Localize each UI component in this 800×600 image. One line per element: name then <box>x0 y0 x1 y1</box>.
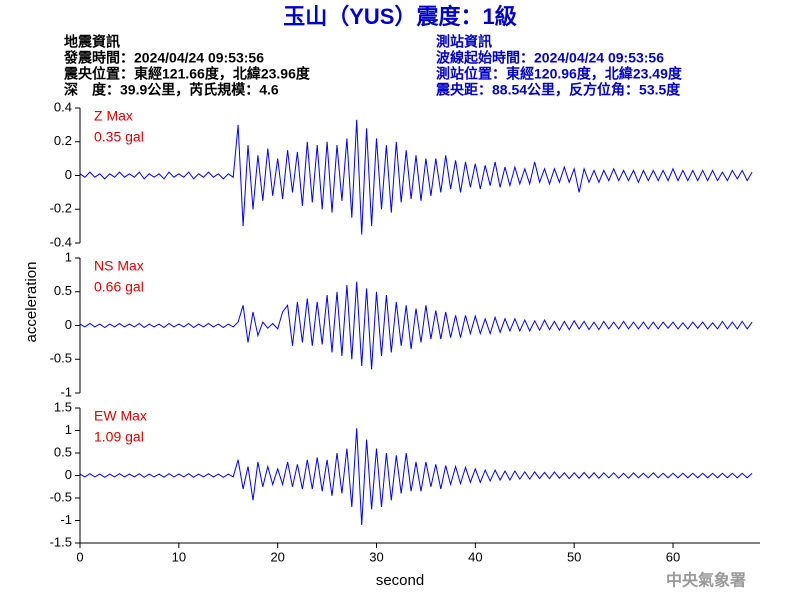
info-line: 測站資訊 <box>436 34 492 50</box>
y-tick-label: 0.5 <box>54 283 72 298</box>
info-line: 震央位置：東經121.66度，北緯23.96度 <box>63 66 311 82</box>
waveform <box>79 428 753 526</box>
y-tick-label: 1 <box>65 249 72 264</box>
panel-max: 0.35 gal <box>94 129 144 145</box>
x-tick-label: 20 <box>270 549 284 564</box>
event-info: 地震資訊 發震時間：2024/04/24 09:53:56 震央位置：東經121… <box>63 34 311 98</box>
y-tick-label: 0 <box>65 167 72 182</box>
y-tick-label: 0 <box>65 317 72 332</box>
info-line: 發震時間：2024/04/24 09:53:56 <box>63 50 264 66</box>
x-tick-label: 0 <box>76 549 83 564</box>
y-tick-label: -0.2 <box>50 201 72 216</box>
info-line: 波線起始時間：2024/04/24 09:53:56 <box>436 50 664 66</box>
panel-label: EW Max <box>94 408 147 424</box>
y-tick-label: 0.4 <box>54 99 72 114</box>
x-axis-label: second <box>376 572 424 589</box>
info-line: 測站位置：東經120.96度，北緯23.49度 <box>436 66 683 82</box>
agency: 中央氣象署 <box>666 571 746 590</box>
x-tick-label: 50 <box>567 549 581 564</box>
x-tick-label: 40 <box>468 549 482 564</box>
y-tick-label: 1.5 <box>54 399 72 414</box>
panel-max: 0.66 gal <box>94 279 144 295</box>
info-line: 深 度：39.9公里，芮氏規模：4.6 <box>64 82 279 98</box>
y-tick-label: 1 <box>65 422 72 437</box>
panel-max: 1.09 gal <box>94 429 144 445</box>
x-tick-label: 30 <box>369 549 383 564</box>
y-tick-label: 0.2 <box>54 133 72 148</box>
panel-label: Z Max <box>94 108 133 124</box>
y-tick-label: -1 <box>60 512 72 527</box>
chart-title: 玉山（YUS）震度：1級 <box>283 4 516 29</box>
info-line: 地震資訊 <box>64 34 120 50</box>
info-line: 震央距：88.54公里，反方位角：53.5度 <box>435 82 681 98</box>
y-tick-label: -0.5 <box>50 351 72 366</box>
station-info: 測站資訊 波線起始時間：2024/04/24 09:53:56 測站位置：東經1… <box>435 34 683 98</box>
x-tick-label: 10 <box>172 549 186 564</box>
y-axis-label: acceleration <box>23 262 40 343</box>
x-tick-label: 60 <box>666 549 680 564</box>
y-tick-label: -1.5 <box>50 534 72 549</box>
y-tick-label: 0.5 <box>54 444 72 459</box>
y-tick-label: -1 <box>60 384 72 399</box>
panel-label: NS Max <box>94 258 144 274</box>
y-tick-label: -0.4 <box>50 234 72 249</box>
y-tick-label: 0 <box>65 467 72 482</box>
y-tick-label: -0.5 <box>50 489 72 504</box>
waveform <box>79 119 753 235</box>
waveform <box>79 281 753 370</box>
